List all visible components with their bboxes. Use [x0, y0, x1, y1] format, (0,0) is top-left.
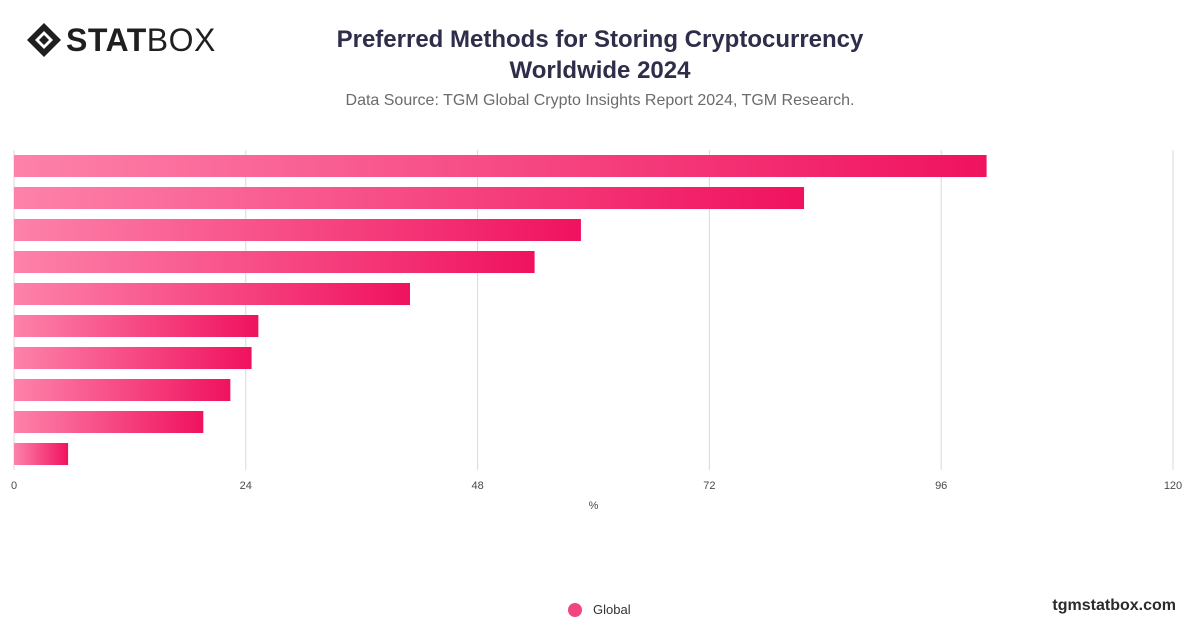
x-tick-label: 24 [240, 480, 252, 492]
bar[interactable] [14, 411, 204, 433]
bar[interactable] [14, 379, 231, 401]
legend-marker [568, 602, 582, 617]
chart-subtitle: Data Source: TGM Global Crypto Insights … [345, 92, 855, 109]
chart-title-line-2: Worldwide 2024 [509, 57, 691, 84]
bar[interactable] [14, 187, 805, 209]
bar[interactable] [14, 347, 252, 369]
bars [14, 155, 987, 465]
bar[interactable] [14, 315, 259, 337]
chart-title: Preferred Methods for Storing Cryptocurr… [300, 24, 900, 86]
bar[interactable] [14, 219, 581, 241]
watermark: tgmstatbox.com [1052, 597, 1176, 614]
x-tick-label: 48 [471, 480, 483, 492]
legend-label: Global [593, 602, 631, 617]
x-axis-title: % [589, 500, 599, 512]
x-tick-label: 120 [1164, 480, 1182, 492]
chart-title-line-1: Preferred Methods for Storing Cryptocurr… [336, 26, 864, 53]
x-axis-ticks: 0 24 48 72 96 120 [11, 480, 1182, 492]
logo-text-light: BOX [146, 22, 216, 58]
legend[interactable]: Global [568, 602, 631, 617]
statbox-logo: STATBOX [26, 22, 216, 58]
bar[interactable] [14, 443, 69, 465]
statbox-diamond-icon [27, 23, 61, 57]
x-tick-label: 96 [935, 480, 947, 492]
x-tick-label: 72 [703, 480, 715, 492]
x-tick-label: 0 [11, 480, 17, 492]
logo-wordmark: STATBOX [66, 22, 216, 58]
bar[interactable] [14, 251, 535, 273]
bar[interactable] [14, 155, 987, 177]
logo-text-bold: STAT [66, 22, 147, 58]
bar[interactable] [14, 283, 410, 305]
